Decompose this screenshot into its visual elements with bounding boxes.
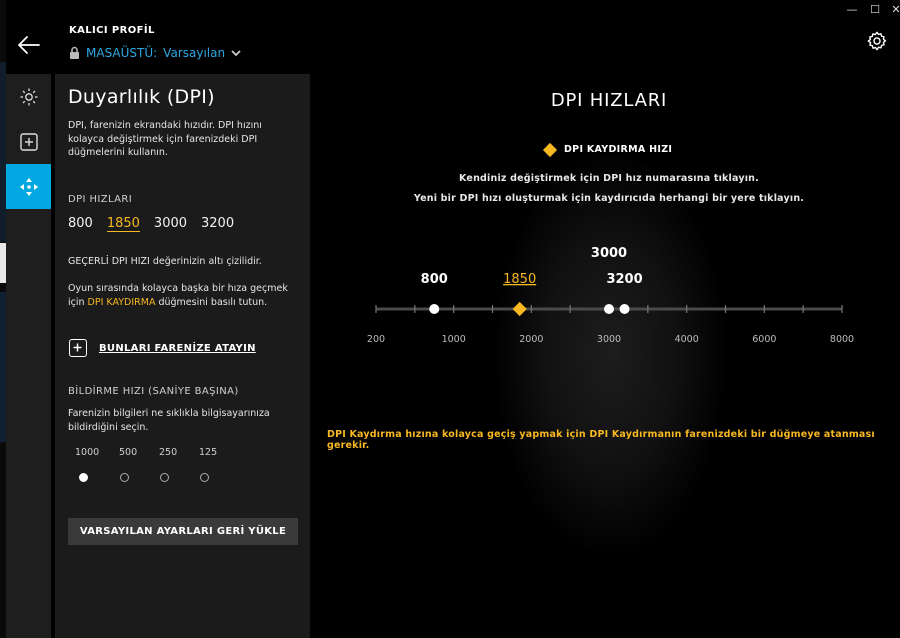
- rail-item-assignments[interactable]: [6, 119, 51, 164]
- close-button[interactable]: ✕: [891, 3, 900, 16]
- report-rate-description: Farenizin bilgileri ne sıklıkla bilgisay…: [68, 408, 270, 433]
- report-rate-value: 1000: [75, 447, 100, 458]
- dpi-point-label[interactable]: 3200: [606, 272, 642, 287]
- settings-panel: Duyarlılık (DPI) DPI, farenizin ekrandak…: [55, 74, 310, 638]
- background-window-strip: [0, 0, 6, 638]
- profile-value: Varsayılan: [163, 46, 226, 60]
- dpi-main-area: DPI HIZLARI DPI KAYDIRMA HIZI Kendiniz d…: [310, 74, 900, 638]
- lighting-icon: [20, 88, 37, 105]
- background-window-fragment: [0, 292, 6, 442]
- profile-type-label: KALICI PROFİL: [69, 25, 155, 36]
- background-window-fragment: [0, 243, 6, 283]
- assignments-icon: [19, 132, 38, 151]
- rail-item-sensitivity[interactable]: [6, 164, 51, 209]
- slider-scale-label: 4000: [675, 334, 699, 345]
- dpi-speed-item[interactable]: 3000: [153, 216, 188, 231]
- dpi-speed-item[interactable]: 3200: [201, 216, 235, 231]
- slider-scale-label: 3000: [597, 334, 621, 345]
- slider-scale-label: 8000: [830, 334, 854, 345]
- report-rate-radio[interactable]: [120, 473, 129, 482]
- dpi-shift-assignment-note: DPI Kaydırma hızına kolayca geçiş yapmak…: [327, 429, 875, 451]
- dpi-speed-list: 800 1850 3000 3200: [68, 216, 234, 232]
- back-arrow-icon: [18, 36, 40, 54]
- instruction-click-slider: Yeni bir DPI hızı oluşturmak için kaydır…: [413, 193, 805, 204]
- report-rate-value: 125: [199, 447, 218, 458]
- dpi-point-marker[interactable]: [604, 304, 614, 314]
- back-button[interactable]: [16, 34, 42, 56]
- profile-selector[interactable]: MASAÜSTÜ: Varsayılan: [69, 44, 241, 62]
- dpi-speeds-label: DPI HIZLARI: [68, 194, 133, 205]
- report-rate-values: 1000 500 250 125: [75, 447, 250, 459]
- dpi-point-label[interactable]: 3000: [591, 246, 627, 261]
- slider-scale-label: 1000: [442, 334, 466, 345]
- dpi-point-marker[interactable]: [429, 304, 440, 314]
- dpi-point-marker[interactable]: [619, 304, 630, 314]
- dpi-shift-marker[interactable]: [512, 301, 527, 317]
- add-icon: [69, 339, 87, 357]
- report-rate-value: 250: [159, 447, 178, 458]
- maximize-button[interactable]: ☐: [870, 3, 880, 16]
- panel-description: DPI, farenizin ekrandaki hızıdır. DPI hı…: [68, 120, 262, 158]
- settings-button[interactable]: [866, 30, 888, 52]
- panel-title: Duyarlılık (DPI): [68, 86, 215, 108]
- report-rate-label: BİLDİRME HIZI (SANİYE BAŞINA): [68, 386, 239, 397]
- dpi-point-label[interactable]: 800: [421, 272, 448, 287]
- dpi-shift-note: Oyun sırasında kolayca başka bir hıza ge…: [68, 282, 296, 309]
- dpi-shift-note-text: Oyun sırasında kolayca başka bir hıza ge…: [68, 283, 288, 308]
- profile-name: MASAÜSTÜ:: [86, 46, 158, 60]
- sensitivity-icon: [19, 177, 38, 196]
- current-dpi-note: GEÇERLİ DPI HIZI değerinizin altı çizili…: [68, 256, 262, 267]
- minimize-button[interactable]: —: [846, 3, 858, 16]
- background-window-fragment: [0, 62, 6, 242]
- mouse-silhouette-glow: [495, 154, 725, 554]
- dpi-shift-highlight: DPI KAYDIRMA: [87, 296, 156, 308]
- gear-icon: [867, 31, 887, 51]
- slider-scale-label: 2000: [519, 334, 543, 345]
- diamond-icon: [542, 142, 558, 157]
- main-title: DPI HIZLARI: [550, 90, 668, 111]
- rail-item-lighting[interactable]: [6, 74, 51, 119]
- lock-icon: [70, 46, 79, 59]
- assign-to-mouse-button[interactable]: BUNLARI FARENİZE ATAYIN: [69, 339, 256, 357]
- dpi-slider[interactable]: 200 1000 2000 3000 4000 6000 8000 800 1850 3000 32…: [310, 224, 900, 354]
- report-rate-value: 500: [119, 447, 138, 458]
- report-rate-radio-selected[interactable]: [79, 473, 88, 482]
- restore-defaults-button[interactable]: VARSAYILAN AYARLARI GERİ YÜKLE: [68, 518, 298, 545]
- dpi-shift-note-text: düğmesini basılı tutun.: [155, 296, 268, 308]
- dpi-point-label[interactable]: 1850: [503, 272, 536, 287]
- assign-label: BUNLARI FARENİZE ATAYIN: [99, 342, 256, 354]
- report-rate-radio[interactable]: [160, 473, 169, 482]
- instruction-click-number: Kendiniz değiştirmek için DPI hız numara…: [459, 173, 759, 184]
- chevron-down-icon: [231, 50, 241, 57]
- report-rate-radio[interactable]: [200, 473, 209, 482]
- slider-scale-label: 200: [367, 334, 385, 345]
- dpi-shift-legend-label: DPI KAYDIRMA HIZI: [564, 144, 673, 155]
- dpi-speed-item[interactable]: 800: [68, 216, 93, 231]
- slider-scale-label: 6000: [752, 334, 776, 345]
- feature-rail: [6, 74, 51, 638]
- dpi-speed-item-current[interactable]: 1850: [106, 216, 140, 232]
- dpi-shift-legend: DPI KAYDIRMA HIZI: [542, 142, 673, 157]
